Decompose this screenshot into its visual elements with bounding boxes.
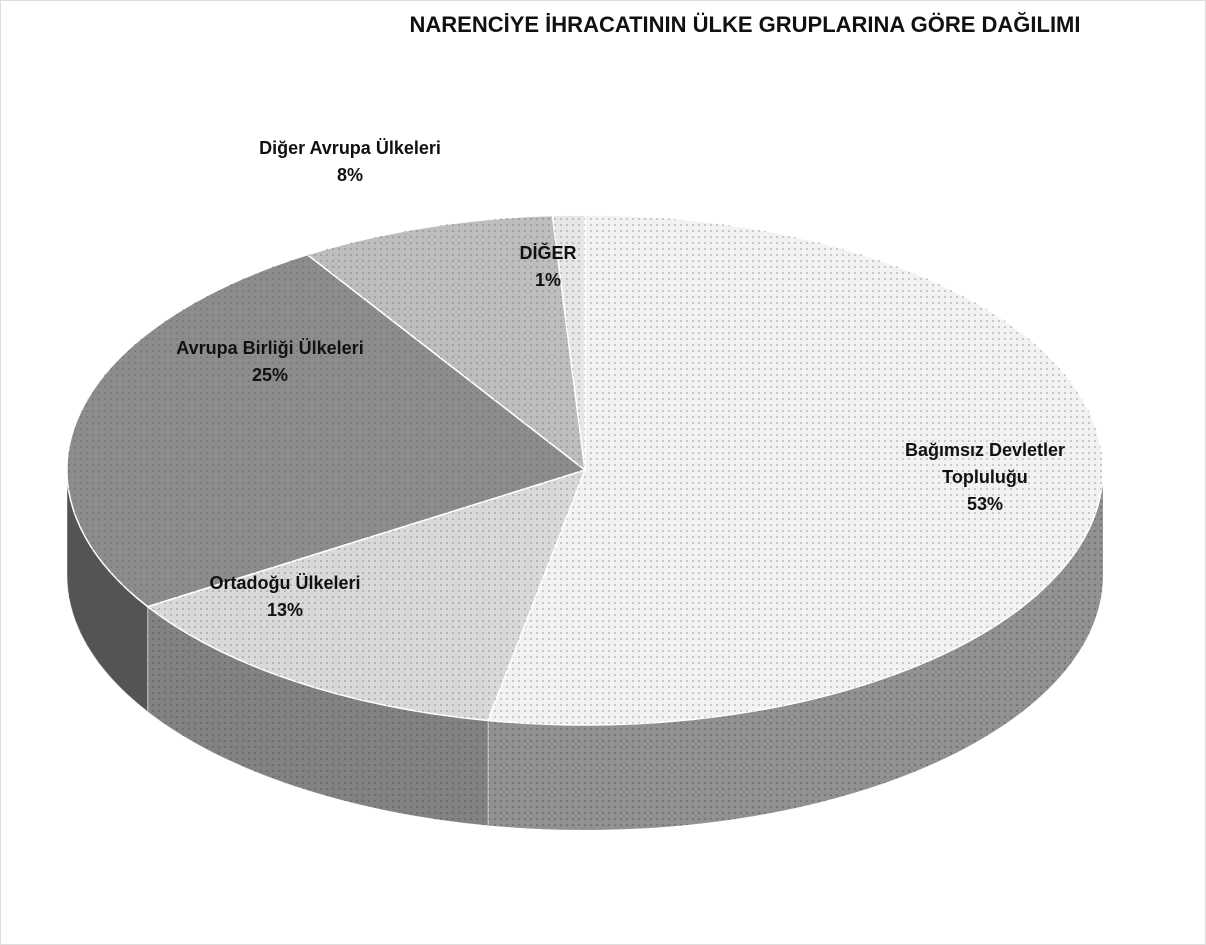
label-value: 53% bbox=[966, 494, 1004, 514]
slice-side-texture bbox=[67, 470, 148, 712]
label-name: Ortadoğu Ülkeleri bbox=[209, 573, 361, 593]
slice-texture bbox=[307, 215, 585, 470]
label-value: 1% bbox=[534, 270, 561, 290]
data-label: DİĞER 1% bbox=[423, 240, 673, 294]
slice-texture bbox=[147, 470, 586, 721]
slice-texture bbox=[552, 215, 585, 470]
label-name: DİĞER bbox=[519, 243, 577, 263]
slice-texture bbox=[66, 254, 585, 607]
label-name: Diğer Avrupa Ülkeleri bbox=[259, 138, 441, 158]
slice-texture bbox=[487, 215, 1103, 725]
data-label: Avrupa Birliği Ülkeleri 25% bbox=[145, 335, 395, 389]
data-label: Diğer Avrupa Ülkeleri 8% bbox=[225, 135, 475, 189]
chart-title: NARENCİYE İHRACATININ ÜLKE GRUPLARINA GÖ… bbox=[409, 12, 1081, 37]
slice-side-texture bbox=[487, 470, 1103, 831]
label-name: Avrupa Birliği Ülkeleri bbox=[176, 338, 364, 358]
label-value: 13% bbox=[266, 600, 304, 620]
slice-side-texture bbox=[147, 606, 488, 826]
label-value: 25% bbox=[251, 365, 289, 385]
label-value: 8% bbox=[336, 165, 363, 185]
data-label: Bağımsız Devletler Topluluğu 53% bbox=[860, 437, 1110, 518]
data-label: Ortadoğu Ülkeleri 13% bbox=[160, 570, 410, 624]
label-name: Bağımsız Devletler Topluluğu bbox=[904, 440, 1066, 487]
